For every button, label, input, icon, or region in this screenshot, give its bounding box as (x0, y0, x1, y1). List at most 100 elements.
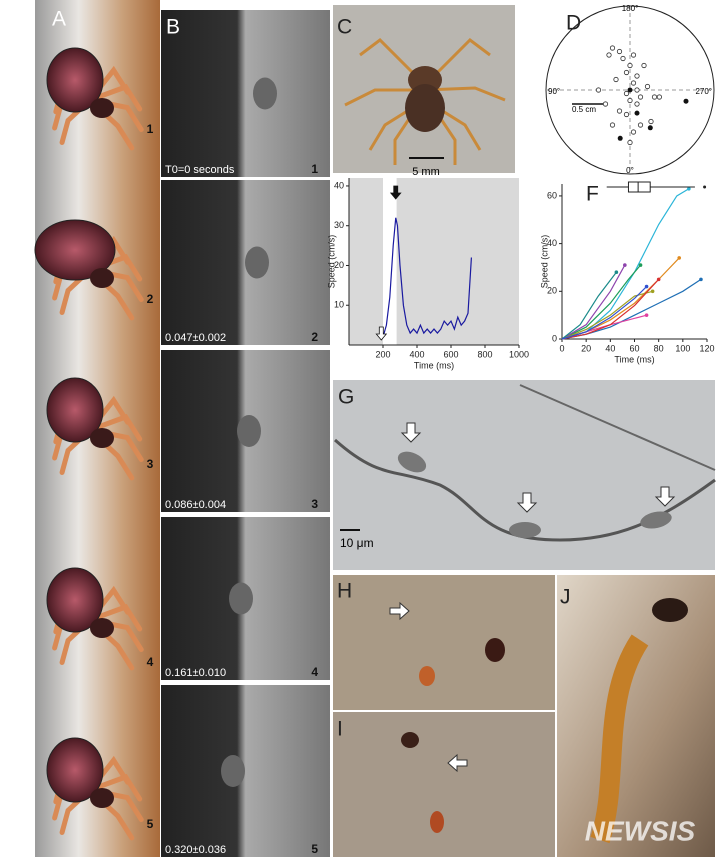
filled-point (627, 87, 633, 93)
frame-time: 0.161±0.010 (165, 667, 226, 679)
panel-label: B (166, 16, 180, 39)
frame-time: 0.047±0.002 (165, 332, 226, 344)
glue-droplet (509, 522, 541, 538)
filled-point (617, 135, 623, 141)
open-point (630, 52, 637, 58)
angle-label: 90° (548, 87, 560, 96)
scale-label: 10 μm (340, 536, 374, 550)
spider-silhouette (229, 582, 253, 615)
arrows (389, 601, 468, 773)
frame-number: 4 (147, 655, 154, 669)
x-axis-label: Time (ms) (614, 354, 654, 364)
open-point (648, 118, 654, 125)
spider-cephalothorax (90, 268, 114, 288)
spider-leg (87, 773, 143, 802)
arrows (400, 422, 676, 513)
panel-j-photo (557, 575, 715, 857)
end-point (644, 313, 649, 317)
open-point (637, 94, 644, 100)
shaded-region (396, 178, 519, 345)
frame-number: 2 (311, 330, 318, 344)
panel-label: D (566, 12, 581, 35)
frame-number: 3 (147, 457, 154, 471)
x-tick-label: 1000 (509, 349, 529, 359)
panel-label: C (337, 16, 352, 39)
line (561, 257, 680, 340)
open-point (634, 73, 640, 79)
line (561, 286, 648, 340)
outlier (703, 185, 707, 189)
end-point (638, 263, 643, 267)
frame-number: 5 (311, 842, 318, 856)
panel-i-photo (333, 712, 555, 857)
open-point (602, 101, 609, 107)
open-point (623, 69, 630, 76)
shaded-region (349, 178, 383, 345)
spider-cephalothorax (90, 788, 114, 808)
end-point (699, 277, 703, 282)
open-point (627, 62, 633, 69)
panel-label: F (586, 183, 599, 206)
open-point (595, 87, 602, 93)
spider-silhouette (221, 755, 245, 787)
line (561, 290, 653, 340)
x-tick-label: 800 (477, 349, 492, 359)
open-point (613, 76, 619, 83)
y-axis-label: Speed (cm/s) (539, 235, 549, 289)
line (561, 278, 660, 340)
filled-point (647, 125, 653, 131)
spider-leg (87, 83, 143, 112)
x-tick-label: 60 (629, 343, 639, 353)
frame (161, 10, 330, 177)
panel-label: H (337, 580, 352, 603)
y-tick-label: 10 (334, 300, 344, 310)
spider-cephalothorax (90, 428, 114, 448)
end-point (656, 277, 661, 282)
y-axis-label: Speed (cm/s) (326, 235, 336, 289)
frame-time: 0.086±0.004 (165, 499, 226, 511)
glue-droplet (640, 511, 672, 529)
frame-time: T0=0 seconds (165, 164, 235, 176)
end-point (677, 256, 682, 260)
y-tick-label: 40 (334, 180, 344, 190)
spider-silhouette (245, 246, 269, 279)
filled-point (683, 98, 689, 104)
open-point (651, 94, 658, 100)
scale-label: 0.5 cm (572, 105, 596, 114)
x-tick-label: 120 (699, 343, 714, 353)
open-point (609, 122, 616, 128)
open-point (616, 48, 623, 55)
x-tick-label: 40 (605, 343, 615, 353)
open-point (634, 101, 640, 107)
open-point (620, 55, 626, 62)
frame-number: 1 (311, 162, 318, 176)
open-point (623, 111, 630, 118)
x-tick-label: 20 (581, 343, 591, 353)
spider-silhouette (253, 77, 277, 110)
x-tick-label: 0 (559, 343, 564, 353)
spider-silhouette (237, 415, 261, 447)
x-axis-label: Time (ms) (414, 360, 454, 370)
spider-abdomen (34, 219, 116, 281)
scale-label: 5 mm (412, 166, 440, 178)
y-tick-label: 20 (547, 286, 557, 296)
angle-label: 0° (626, 166, 634, 175)
line (561, 264, 642, 340)
open-point (623, 90, 630, 97)
y-tick-label: 30 (334, 220, 344, 230)
y-tick-label: 40 (547, 238, 557, 248)
open-point (609, 45, 616, 51)
line (379, 217, 472, 339)
spider-abdomen (46, 737, 104, 803)
frame-number: 5 (147, 817, 154, 831)
arrow (375, 326, 388, 341)
open-point (630, 80, 637, 86)
spider-leg (87, 413, 143, 442)
open-point (627, 139, 633, 146)
x-tick-label: 200 (375, 349, 390, 359)
panel-label: G (338, 386, 354, 409)
spider-leg (87, 603, 143, 632)
y-tick-label: 60 (547, 190, 557, 200)
end-point (687, 186, 691, 191)
